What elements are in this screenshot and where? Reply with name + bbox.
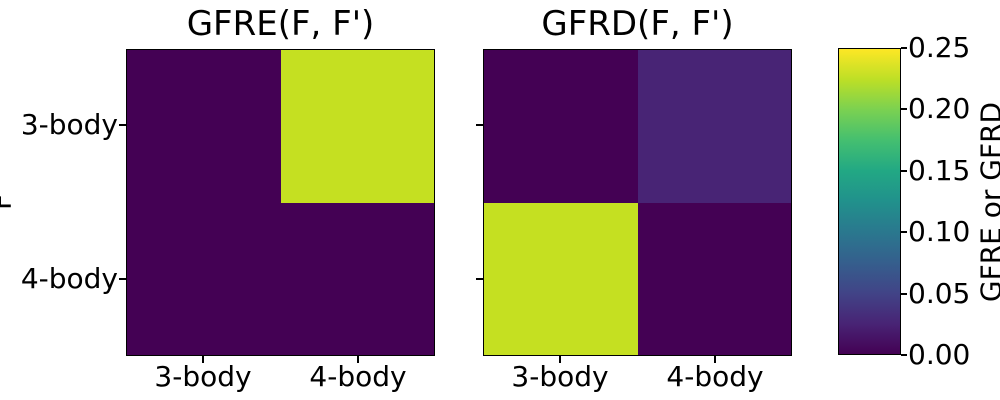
heatmap-cell-gfre-3body-3body	[127, 50, 281, 203]
colorbar-tick-mark-025	[901, 47, 907, 49]
colorbar-tick-label-025: 0.25	[908, 31, 971, 64]
colorbar-tick-mark-015	[901, 170, 907, 172]
right-xtick-label-3body: 3-body	[511, 360, 609, 393]
heatmap-cell-gfre-4body-3body	[127, 202, 281, 355]
left-xtick-label-3body: 3-body	[154, 360, 252, 393]
colorbar-tick-label-005: 0.05	[908, 277, 971, 310]
heatmap-cell-gfrd-4body-4body	[637, 202, 791, 355]
left-xtick-label-4body: 4-body	[309, 360, 407, 393]
right-heatmap-title: GFRD(F, F')	[541, 4, 734, 44]
right-xtick-label-4body: 4-body	[666, 360, 764, 393]
right-axes-xtick-mark-1	[559, 356, 561, 363]
colorbar-tick-mark-005	[901, 293, 907, 295]
heatmap-cell-gfrd-3body-4body	[637, 50, 791, 203]
heatmap-cell-gfre-4body-4body	[280, 202, 434, 355]
ytick-label-4body: 4-body	[20, 262, 118, 295]
colorbar-tick-label-020: 0.20	[908, 92, 971, 125]
left-axes-ytick-mark-1	[119, 124, 126, 126]
colorbar-tick-mark-020	[901, 108, 907, 110]
colorbar	[838, 48, 901, 355]
left-axes-ytick-mark-2	[119, 278, 126, 280]
y-axis-label: F	[0, 194, 18, 210]
heatmap-cell-gfrd-4body-3body	[484, 202, 638, 355]
colorbar-tick-mark-010	[901, 231, 907, 233]
heatmap-cell-gfre-3body-4body	[280, 50, 434, 203]
ytick-label-3body: 3-body	[20, 108, 118, 141]
left-axes-xtick-mark-2	[357, 356, 359, 363]
colorbar-tick-label-010: 0.10	[908, 215, 971, 248]
right-heatmap	[483, 49, 792, 356]
heatmap-cell-gfrd-3body-3body	[484, 50, 638, 203]
colorbar-tick-label-000: 0.00	[908, 338, 971, 371]
left-axes-xtick-mark-1	[202, 356, 204, 363]
colorbar-tick-mark-000	[901, 354, 907, 356]
right-axes-xtick-mark-2	[714, 356, 716, 363]
left-heatmap	[126, 49, 435, 356]
colorbar-axis-label: GFRE or GFRD	[974, 101, 1000, 303]
left-heatmap-title: GFRE(F, F')	[186, 4, 375, 44]
right-axes-ytick-mark-1	[476, 124, 483, 126]
right-axes-ytick-mark-2	[476, 278, 483, 280]
colorbar-tick-label-015: 0.15	[908, 154, 971, 187]
